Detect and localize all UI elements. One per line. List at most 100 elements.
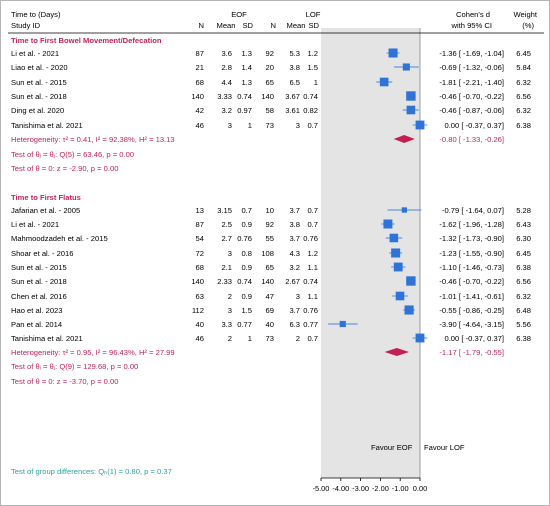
effect-ci-text: -1.10 [ -1.46, -0.73] xyxy=(439,263,504,272)
weight-text: 6.45 xyxy=(516,249,531,258)
study-name: Sun et al. - 2015 xyxy=(11,78,67,87)
lof-n: 40 xyxy=(266,320,274,329)
test-theta-i-text: Test of θᵢ = θⱼ: Q(5) = 63.46, p = 0.00 xyxy=(11,150,134,159)
lof-mean: 3.61 xyxy=(285,106,300,115)
group-differences-test: Test of group differences: Qₕ(1) = 0.80,… xyxy=(11,467,172,476)
eof-n: 140 xyxy=(191,277,204,286)
eof-sd: 0.77 xyxy=(237,320,252,329)
pooled-diamond xyxy=(384,348,410,356)
study-name: Mahmoodzadeh et al. - 2015 xyxy=(11,234,108,243)
weight-text: 6.45 xyxy=(516,49,531,58)
eof-mean: 3.6 xyxy=(221,49,232,58)
eof-sd: 1.5 xyxy=(241,306,252,315)
study-name: Sun et al. - 2018 xyxy=(11,92,67,101)
effect-ci-text: -1.01 [ -1.41, -0.61] xyxy=(439,292,504,301)
header-sd-eof: SD xyxy=(242,21,253,30)
lof-n: 92 xyxy=(266,220,274,229)
eof-n: 54 xyxy=(196,234,204,243)
lof-sd: 1.2 xyxy=(307,249,318,258)
effect-ci-text: -1.62 [ -1.96, -1.28] xyxy=(439,220,504,229)
header-n-lof: N xyxy=(271,21,276,30)
eof-sd: 0.9 xyxy=(241,292,252,301)
lof-mean: 2 xyxy=(296,334,300,343)
weight-text: 6.56 xyxy=(516,92,531,101)
effect-ci-text: 0.00 [ -0.37, 0.37] xyxy=(444,334,504,343)
eof-n: 68 xyxy=(196,263,204,272)
study-name: Chen et al. 2016 xyxy=(11,292,67,301)
header-n-eof: N xyxy=(199,21,204,30)
eof-mean: 2.5 xyxy=(221,220,232,229)
eof-sd: 1 xyxy=(248,334,252,343)
study-name: Sun et al. - 2015 xyxy=(11,263,67,272)
effect-ci-text: -0.46 [ -0.87, -0.06] xyxy=(439,106,504,115)
eof-mean: 2.33 xyxy=(217,277,232,286)
effect-square xyxy=(415,333,425,343)
plot-shaded-region xyxy=(321,28,420,478)
eof-n: 72 xyxy=(196,249,204,258)
pooled-ci-text: -0.80 [ -1.33, -0.26] xyxy=(439,135,504,144)
lof-mean: 3.7 xyxy=(289,306,300,315)
header-weight-unit: (%) xyxy=(522,21,534,30)
lof-sd: 1.1 xyxy=(307,292,318,301)
lof-sd: 0.76 xyxy=(303,306,318,315)
effect-square xyxy=(379,77,389,87)
study-name: Shoar et al. - 2016 xyxy=(11,249,73,258)
lof-n: 58 xyxy=(266,106,274,115)
eof-n: 87 xyxy=(196,220,204,229)
favour-lof-label: Favour LOF xyxy=(424,443,465,452)
effect-ci-text: -1.81 [ -2.21, -1.40] xyxy=(439,78,504,87)
effect-square xyxy=(406,276,416,286)
subgroup-title: Time to First Flatus xyxy=(11,193,81,202)
eof-mean: 2 xyxy=(228,292,232,301)
heterogeneity-text: Heterogeneity: τ² = 0.95, I² = 96.43%, H… xyxy=(11,348,175,357)
favour-eof-label: Favour EOF xyxy=(371,443,413,452)
effect-square xyxy=(393,262,403,272)
lof-sd: 0.74 xyxy=(303,277,318,286)
x-tick-label: -1.00 xyxy=(392,484,409,493)
lof-mean: 6.5 xyxy=(289,78,300,87)
x-tick-label: -3.00 xyxy=(352,484,369,493)
lof-n: 92 xyxy=(266,49,274,58)
effect-ci-text: -1.36 [ -1.69, -1.04] xyxy=(439,49,504,58)
effect-square xyxy=(383,219,393,229)
weight-text: 6.30 xyxy=(516,234,531,243)
eof-sd: 0.74 xyxy=(237,277,252,286)
x-tick-label: -4.00 xyxy=(332,484,349,493)
eof-sd: 1.4 xyxy=(241,63,252,72)
eof-n: 46 xyxy=(196,121,204,130)
weight-text: 5.28 xyxy=(516,206,531,215)
eof-sd: 0.7 xyxy=(241,206,252,215)
lof-sd: 0.7 xyxy=(307,121,318,130)
study-name: Liao et al. - 2020 xyxy=(11,63,68,72)
pooled-ci-text: -1.17 [ -1.79, -0.55] xyxy=(439,348,504,357)
eof-mean: 2.7 xyxy=(221,234,232,243)
lof-mean: 3.2 xyxy=(289,263,300,272)
eof-n: 46 xyxy=(196,334,204,343)
header-mean-eof: Mean xyxy=(217,21,236,30)
eof-n: 63 xyxy=(196,292,204,301)
study-name: Li et al. - 2021 xyxy=(11,220,59,229)
weight-text: 6.43 xyxy=(516,220,531,229)
lof-sd: 0.76 xyxy=(303,234,318,243)
lof-mean: 5.3 xyxy=(289,49,300,58)
effect-ci-text: -0.69 [ -1.32, -0.06] xyxy=(439,63,504,72)
lof-mean: 3 xyxy=(296,292,300,301)
lof-mean: 3.67 xyxy=(285,92,300,101)
eof-n: 112 xyxy=(192,306,204,315)
eof-n: 140 xyxy=(191,92,204,101)
effect-square xyxy=(415,120,425,130)
lof-n: 73 xyxy=(266,121,274,130)
header-mean-lof: Mean xyxy=(287,21,306,30)
eof-mean: 4.4 xyxy=(221,78,232,87)
eof-n: 21 xyxy=(196,63,204,72)
study-name: Hao et al. 2023 xyxy=(11,306,63,315)
study-name: Ding et al. 2020 xyxy=(11,106,64,115)
lof-mean: 3 xyxy=(296,121,300,130)
weight-text: 6.38 xyxy=(516,121,531,130)
weight-text: 6.48 xyxy=(516,306,531,315)
effect-ci-text: -0.46 [ -0.70, -0.22] xyxy=(439,92,504,101)
eof-mean: 3 xyxy=(228,121,232,130)
lof-sd: 0.7 xyxy=(307,334,318,343)
lof-n: 140 xyxy=(261,92,274,101)
